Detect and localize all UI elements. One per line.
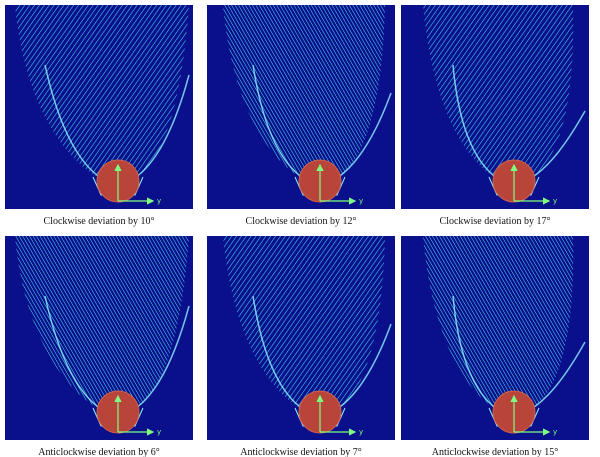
axis-label: y [553, 428, 557, 436]
panel-content: y [207, 5, 395, 209]
axis-label: y [553, 197, 557, 205]
axis-label: y [359, 428, 363, 436]
panel-content: y [5, 236, 193, 440]
panel: y Clockwise deviation by 12° [207, 5, 395, 227]
panel: y Clockwise deviation by 17° [401, 5, 589, 227]
ray-field [15, 5, 189, 185]
panel: y Anticlockwise deviation by 6° [5, 236, 193, 457]
panel: y Anticlockwise deviation by 15° [401, 236, 589, 457]
axis-label: y [359, 197, 363, 205]
axis-label: y [157, 428, 161, 436]
panel-content: y [401, 5, 589, 209]
panel-content: y [401, 236, 589, 440]
axis-label: y [157, 197, 161, 205]
caption: Anticlockwise deviation by 6° [38, 447, 159, 457]
ray-field [423, 5, 574, 185]
caption: Clockwise deviation by 10° [44, 216, 155, 227]
panel: y Clockwise deviation by 10° [5, 5, 193, 227]
caption: Anticlockwise deviation by 15° [432, 447, 558, 457]
ray-field [223, 5, 385, 185]
panel-content: y [207, 236, 395, 440]
ray-field [423, 236, 574, 416]
caption: Clockwise deviation by 17° [440, 216, 551, 227]
ray-field [223, 236, 385, 416]
ray-field [15, 236, 189, 416]
caption: Clockwise deviation by 12° [246, 216, 357, 227]
caption: Anticlockwise deviation by 7° [240, 447, 361, 457]
panel: y Anticlockwise deviation by 7° [207, 236, 395, 457]
panel-content: y [5, 5, 193, 209]
